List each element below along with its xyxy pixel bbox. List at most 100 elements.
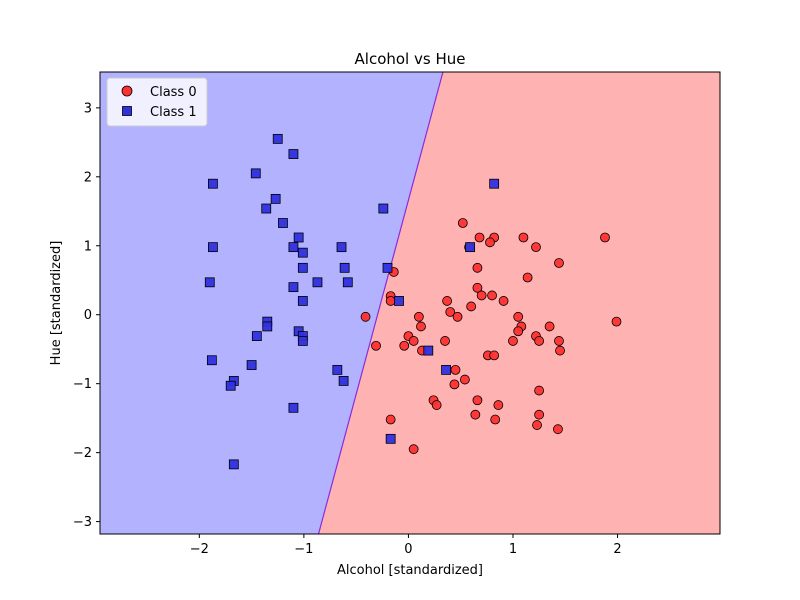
y-tick-label: 1: [84, 239, 92, 254]
data-point-class-0: [452, 311, 463, 322]
x-tick-label: 2: [613, 542, 621, 557]
data-point-class-0: [513, 326, 524, 337]
data-point-class-1: [251, 331, 262, 341]
data-point-class-0: [485, 237, 495, 248]
data-point-class-0: [431, 400, 442, 410]
data-point-class-0: [385, 296, 396, 306]
region-class-0: [318, 72, 720, 534]
data-point-class-1: [261, 203, 272, 214]
y-axis-ticks: −3 −2 −1 0 1 2 3: [73, 101, 100, 530]
data-point-class-0: [544, 321, 555, 332]
y-tick-label: −1: [73, 377, 92, 392]
data-point-class-1: [293, 232, 304, 243]
data-point-class-0: [472, 282, 483, 293]
data-point-class-1: [250, 168, 261, 179]
data-point-class-0: [600, 232, 610, 243]
data-point-class-1: [489, 178, 500, 189]
data-point-class-0: [385, 414, 396, 425]
x-axis-ticks: −2 −1 0 1 2: [190, 534, 622, 557]
data-point-class-1: [204, 277, 215, 288]
data-point-class-1: [342, 277, 353, 288]
legend-marker-class-1: [122, 106, 132, 116]
decision-boundary: [317, 71, 444, 535]
data-point-class-0: [440, 336, 450, 346]
data-point-class-1: [208, 178, 218, 189]
data-point-class-0: [487, 290, 497, 301]
data-point-class-0: [553, 424, 563, 435]
chart-title: Alcohol vs Hue: [355, 50, 466, 68]
data-point-class-0: [518, 232, 529, 243]
data-point-class-0: [457, 218, 468, 228]
data-point-class-0: [450, 364, 461, 375]
data-point-class-1: [206, 355, 217, 366]
data-point-class-1: [278, 218, 288, 228]
data-point-class-0: [611, 316, 622, 327]
data-point-class-1: [297, 247, 308, 258]
data-point-class-1: [288, 282, 299, 293]
data-point-class-1: [441, 364, 451, 375]
data-point-class-0: [534, 409, 545, 420]
data-point-class-0: [534, 336, 545, 346]
data-point-class-0: [508, 336, 518, 346]
data-point-class-1: [297, 262, 308, 273]
data-point-class-1: [297, 296, 308, 306]
data-point-class-0: [472, 262, 483, 273]
data-points: [204, 133, 622, 470]
data-point-class-0: [416, 321, 426, 332]
data-point-class-1: [332, 364, 343, 375]
data-point-class-0: [466, 301, 477, 312]
data-point-class-0: [493, 400, 504, 410]
data-point-class-0: [360, 311, 371, 322]
data-point-class-0: [449, 379, 460, 390]
x-tick-label: −2: [190, 542, 209, 557]
x-tick-label: 0: [404, 542, 412, 557]
data-point-class-0: [555, 345, 565, 356]
data-point-class-1: [288, 242, 299, 253]
legend-label-class-0: Class 0: [150, 85, 197, 100]
data-point-class-1: [246, 360, 257, 370]
y-tick-label: 3: [84, 101, 92, 116]
data-point-class-1: [228, 459, 239, 470]
data-point-class-1: [338, 376, 349, 386]
data-point-class-1: [270, 193, 281, 204]
data-point-class-0: [498, 296, 509, 306]
data-point-class-1: [382, 262, 393, 273]
data-point-class-1: [225, 380, 236, 391]
data-point-class-1: [394, 296, 404, 306]
data-point-class-1: [465, 242, 476, 253]
boundary-line: [317, 71, 444, 535]
data-point-class-0: [445, 307, 456, 317]
y-tick-label: −2: [73, 446, 92, 461]
data-point-class-1: [288, 149, 299, 159]
data-point-class-0: [489, 350, 500, 361]
data-point-class-1: [336, 242, 347, 253]
data-point-class-0: [554, 258, 564, 268]
y-tick-label: −3: [73, 515, 92, 530]
y-tick-label: 0: [84, 308, 92, 323]
data-point-class-0: [470, 409, 481, 420]
data-point-class-0: [371, 340, 381, 351]
data-point-class-1: [272, 133, 283, 144]
x-axis-label: Alcohol [standardized]: [337, 563, 483, 578]
region-class-1: [100, 72, 443, 534]
data-point-class-0: [532, 420, 542, 430]
decision-regions: [100, 72, 720, 534]
legend: Class 0 Class 1: [106, 77, 208, 127]
data-point-class-0: [474, 232, 485, 243]
data-point-class-0: [413, 311, 424, 322]
data-point-class-0: [513, 311, 524, 322]
plot-frame: [99, 71, 721, 535]
data-point-class-0: [408, 444, 419, 455]
data-point-class-0: [554, 336, 564, 346]
data-point-class-1: [262, 321, 273, 332]
legend-label-class-1: Class 1: [150, 105, 197, 120]
y-tick-label: 2: [84, 170, 92, 185]
data-point-class-0: [531, 242, 541, 253]
data-point-class-1: [297, 336, 308, 346]
data-point-class-0: [399, 340, 410, 351]
data-point-class-0: [490, 414, 501, 425]
y-axis-label: Hue [standardized]: [49, 241, 64, 366]
data-point-class-0: [522, 272, 533, 283]
x-tick-label: −1: [294, 542, 313, 557]
